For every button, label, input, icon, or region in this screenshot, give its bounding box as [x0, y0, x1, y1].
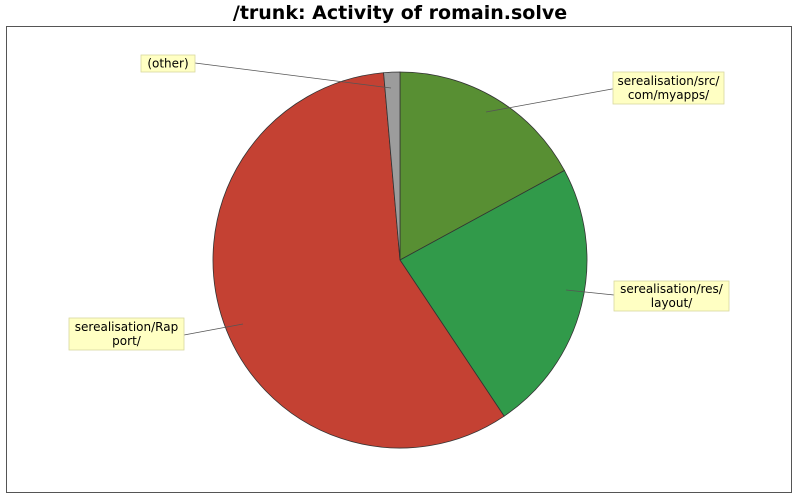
slice-label-1-line-1: layout/: [651, 296, 693, 310]
pie-slice-3: [383, 71, 401, 261]
slice-label-0-line-0: serealisation/src/: [618, 74, 721, 88]
chart-frame: [6, 26, 792, 493]
label-leader-line-1: [565, 289, 615, 296]
slice-label-2-line-1: port/: [112, 334, 142, 348]
slice-label-1-line-0: serealisation/res/: [620, 282, 724, 296]
pie-slice-1: [399, 169, 588, 417]
pie-slice-2: [212, 72, 505, 449]
pie-labels: serealisation/src/com/myapps/serealisati…: [68, 54, 730, 351]
label-leader-line-2: [183, 323, 244, 336]
pie-slice-0: [399, 71, 565, 261]
slice-label-0-line-1: com/myapps/: [628, 88, 710, 102]
slice-label-box-3: [140, 54, 196, 73]
slice-label-2-line-0: serealisation/Rap: [75, 320, 178, 334]
pie-slices: [212, 71, 588, 449]
label-leader-line-3: [194, 62, 392, 89]
slice-label-box-0: [612, 71, 725, 105]
slice-label-box-2: [68, 317, 185, 351]
slice-label-box-1: [613, 280, 730, 312]
slice-label-3-line-0: (other): [147, 57, 188, 71]
chart-title: /trunk: Activity of romain.solve: [232, 2, 568, 24]
